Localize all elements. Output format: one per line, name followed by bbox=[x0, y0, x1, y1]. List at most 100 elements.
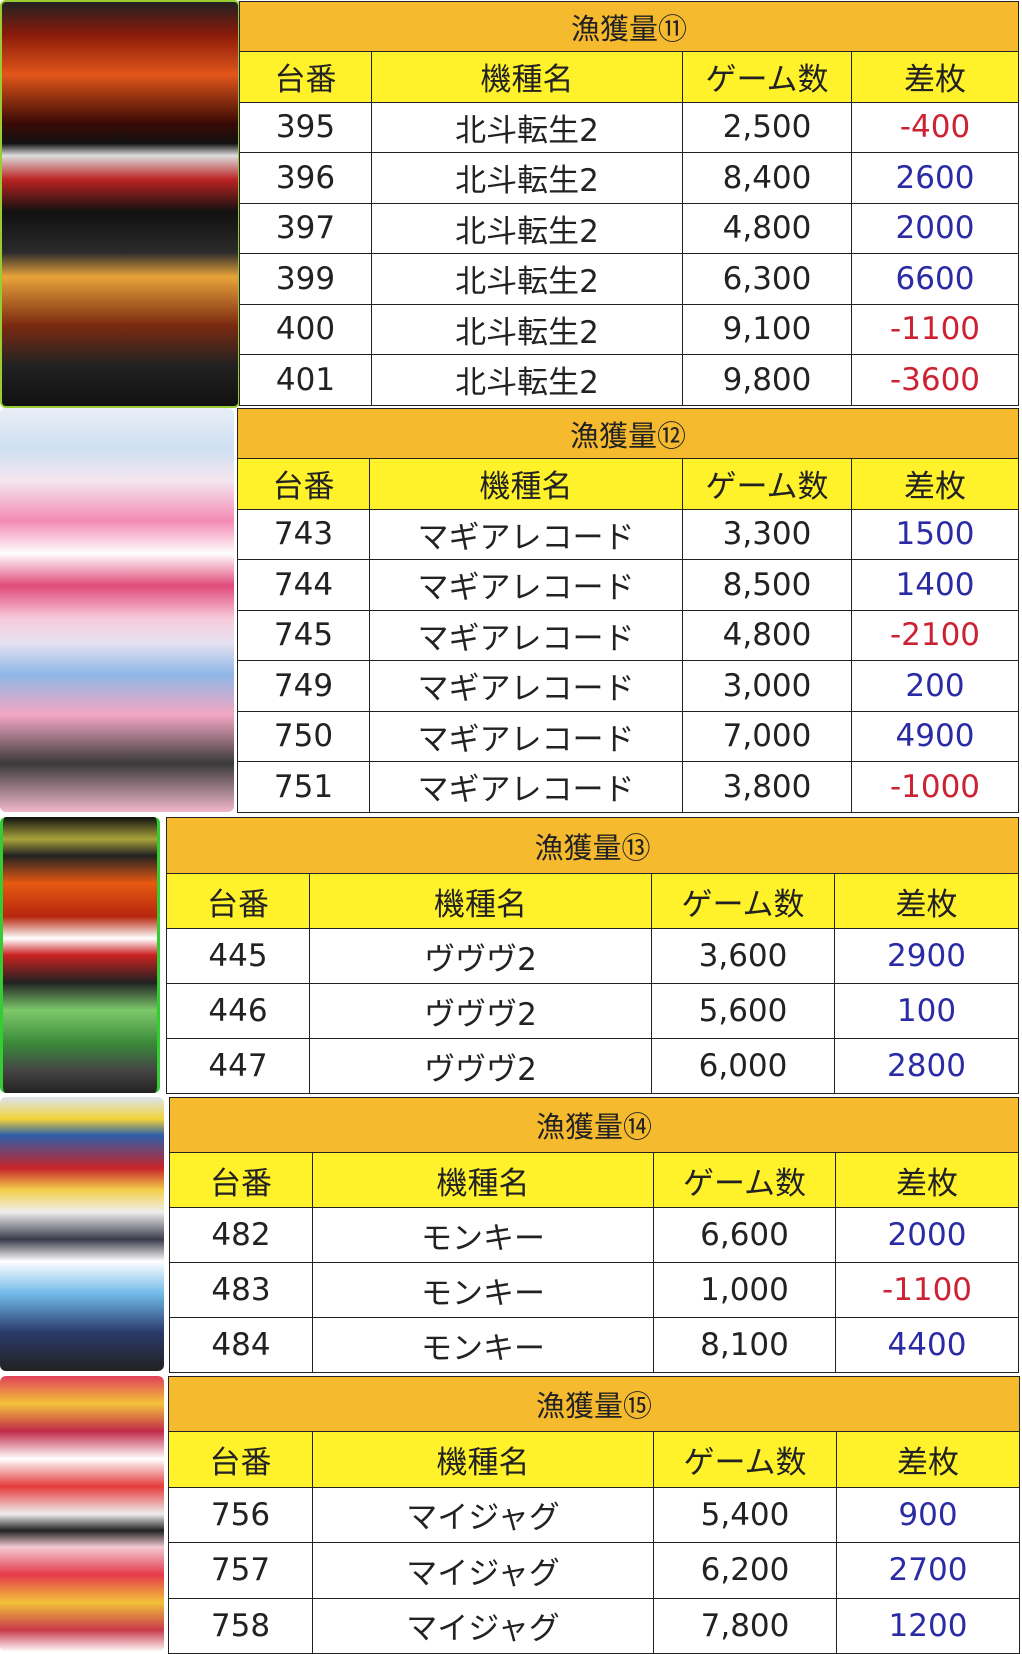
column-header-diff: 差枚 bbox=[833, 873, 1020, 929]
cell-model: 北斗転生2 bbox=[371, 101, 683, 153]
cell-games: 5,400 bbox=[653, 1486, 837, 1543]
cell-model: マギアレコード bbox=[369, 508, 683, 560]
cell-no: 745 bbox=[237, 609, 370, 661]
cell-games: 7,000 bbox=[682, 710, 852, 762]
column-header-model: 機種名 bbox=[312, 1431, 654, 1488]
cell-no: 397 bbox=[239, 202, 372, 254]
cell-diff: -1100 bbox=[834, 1262, 1020, 1318]
table-row: 482 モンキー 6,600 2000 bbox=[169, 1207, 1020, 1263]
table-row: 446 ヴヴヴ2 5,600 100 bbox=[166, 983, 1020, 1039]
slot-machine-image-myjuggler bbox=[0, 1376, 164, 1652]
cell-diff: 4900 bbox=[850, 710, 1020, 762]
table-row: 757 マイジャグ 6,200 2700 bbox=[168, 1542, 1021, 1599]
cell-games: 6,600 bbox=[653, 1207, 836, 1263]
column-header-model: 機種名 bbox=[369, 458, 683, 510]
table-title: 漁獲量⑪ bbox=[238, 1, 1020, 52]
table-row: 749 マギアレコード 3,000 200 bbox=[237, 660, 1020, 712]
catch-table-2: 漁獲量⑫ 台番 機種名 ゲーム数 差枚 743 マギアレコード 3,300 1500 744 マギア… bbox=[236, 408, 1020, 813]
cell-model: 北斗転生2 bbox=[371, 303, 683, 355]
cell-games: 4,800 bbox=[682, 202, 852, 254]
cell-no: 751 bbox=[237, 761, 370, 813]
column-header-games: ゲーム数 bbox=[653, 1431, 837, 1488]
table-row: 395 北斗転生2 2,500 -400 bbox=[239, 101, 1020, 153]
column-header-games: ゲーム数 bbox=[651, 873, 835, 929]
cell-diff: -2100 bbox=[850, 609, 1020, 661]
cell-diff: -400 bbox=[850, 101, 1020, 153]
column-header-diff: 差枚 bbox=[850, 458, 1020, 510]
table-row: 483 モンキー 1,000 -1100 bbox=[169, 1262, 1020, 1318]
cell-games: 5,600 bbox=[651, 983, 835, 1039]
column-header-diff: 差枚 bbox=[850, 51, 1020, 103]
cell-diff: 900 bbox=[835, 1486, 1021, 1543]
cell-no: 396 bbox=[239, 152, 372, 204]
cell-no: 757 bbox=[168, 1542, 313, 1599]
cell-games: 6,000 bbox=[651, 1038, 835, 1094]
table-row: 400 北斗転生2 9,100 -1100 bbox=[239, 303, 1020, 355]
cell-no: 400 bbox=[239, 303, 372, 355]
table-row: 397 北斗転生2 4,800 2000 bbox=[239, 202, 1020, 254]
column-header-no: 台番 bbox=[166, 873, 310, 929]
cell-model: マイジャグ bbox=[312, 1597, 654, 1654]
cell-diff: 2800 bbox=[833, 1038, 1020, 1094]
column-header-no: 台番 bbox=[169, 1152, 313, 1208]
cell-diff: 100 bbox=[833, 983, 1020, 1039]
column-header-model: 機種名 bbox=[309, 873, 652, 929]
cell-no: 482 bbox=[169, 1207, 313, 1263]
table-row: 745 マギアレコード 4,800 -2100 bbox=[237, 609, 1020, 661]
cell-no: 484 bbox=[169, 1317, 313, 1373]
cell-diff: 2600 bbox=[850, 152, 1020, 204]
cell-diff: -1100 bbox=[850, 303, 1020, 355]
cell-no: 399 bbox=[239, 253, 372, 305]
cell-games: 3,800 bbox=[682, 761, 852, 813]
cell-model: マギアレコード bbox=[369, 710, 683, 762]
cell-games: 6,300 bbox=[682, 253, 852, 305]
column-header-no: 台番 bbox=[237, 458, 370, 510]
cell-no: 447 bbox=[166, 1038, 310, 1094]
cell-games: 4,800 bbox=[682, 609, 852, 661]
slot-machine-image-monkey bbox=[0, 1097, 164, 1371]
table-row: 445 ヴヴヴ2 3,600 2900 bbox=[166, 928, 1020, 984]
cell-model: マイジャグ bbox=[312, 1542, 654, 1599]
column-header-diff: 差枚 bbox=[835, 1431, 1021, 1488]
table-row: 401 北斗転生2 9,800 -3600 bbox=[239, 354, 1020, 406]
table-row: 756 マイジャグ 5,400 900 bbox=[168, 1486, 1021, 1543]
column-header-games: ゲーム数 bbox=[682, 458, 852, 510]
cell-model: ヴヴヴ2 bbox=[309, 1038, 652, 1094]
table-row: 744 マギアレコード 8,500 1400 bbox=[237, 559, 1020, 611]
cell-no: 445 bbox=[166, 928, 310, 984]
table-row: 750 マギアレコード 7,000 4900 bbox=[237, 710, 1020, 762]
column-header-games: ゲーム数 bbox=[653, 1152, 836, 1208]
cell-games: 1,000 bbox=[653, 1262, 836, 1318]
cell-diff: 2700 bbox=[835, 1542, 1021, 1599]
catch-table-4: 漁獲量⑭ 台番 機種名 ゲーム数 差枚 482 モンキー 6,600 2000 483 モンキー 1,… bbox=[168, 1097, 1020, 1373]
cell-model: モンキー bbox=[312, 1207, 654, 1263]
cell-diff: 1400 bbox=[850, 559, 1020, 611]
table-row: 447 ヴヴヴ2 6,000 2800 bbox=[166, 1038, 1020, 1094]
cell-games: 7,800 bbox=[653, 1597, 837, 1654]
slot-machine-image-hokuto bbox=[0, 0, 240, 408]
cell-model: 北斗転生2 bbox=[371, 202, 683, 254]
cell-games: 3,000 bbox=[682, 660, 852, 712]
cell-no: 743 bbox=[237, 508, 370, 560]
cell-diff: -1000 bbox=[850, 761, 1020, 813]
column-header-no: 台番 bbox=[168, 1431, 313, 1488]
table-title: 漁獲量⑬ bbox=[165, 817, 1020, 874]
cell-model: 北斗転生2 bbox=[371, 152, 683, 204]
cell-diff: 2900 bbox=[833, 928, 1020, 984]
catch-table-5: 漁獲量⑮ 台番 機種名 ゲーム数 差枚 756 マイジャグ 5,400 900 757 マイジャグ 6… bbox=[167, 1376, 1021, 1654]
slot-machine-image-magireco bbox=[0, 408, 234, 812]
cell-model: マイジャグ bbox=[312, 1486, 654, 1543]
cell-games: 3,600 bbox=[651, 928, 835, 984]
table-row: 758 マイジャグ 7,800 1200 bbox=[168, 1597, 1021, 1654]
catch-table-1: 漁獲量⑪ 台番 機種名 ゲーム数 差枚 395 北斗転生2 2,500 -400 396 北斗転生2… bbox=[238, 1, 1020, 406]
cell-no: 749 bbox=[237, 660, 370, 712]
cell-games: 3,300 bbox=[682, 508, 852, 560]
cell-no: 401 bbox=[239, 354, 372, 406]
cell-no: 758 bbox=[168, 1597, 313, 1654]
column-header-no: 台番 bbox=[239, 51, 372, 103]
table-title: 漁獲量⑫ bbox=[236, 408, 1020, 459]
table-row: 743 マギアレコード 3,300 1500 bbox=[237, 508, 1020, 560]
column-header-model: 機種名 bbox=[371, 51, 683, 103]
cell-model: マギアレコード bbox=[369, 609, 683, 661]
cell-no: 446 bbox=[166, 983, 310, 1039]
